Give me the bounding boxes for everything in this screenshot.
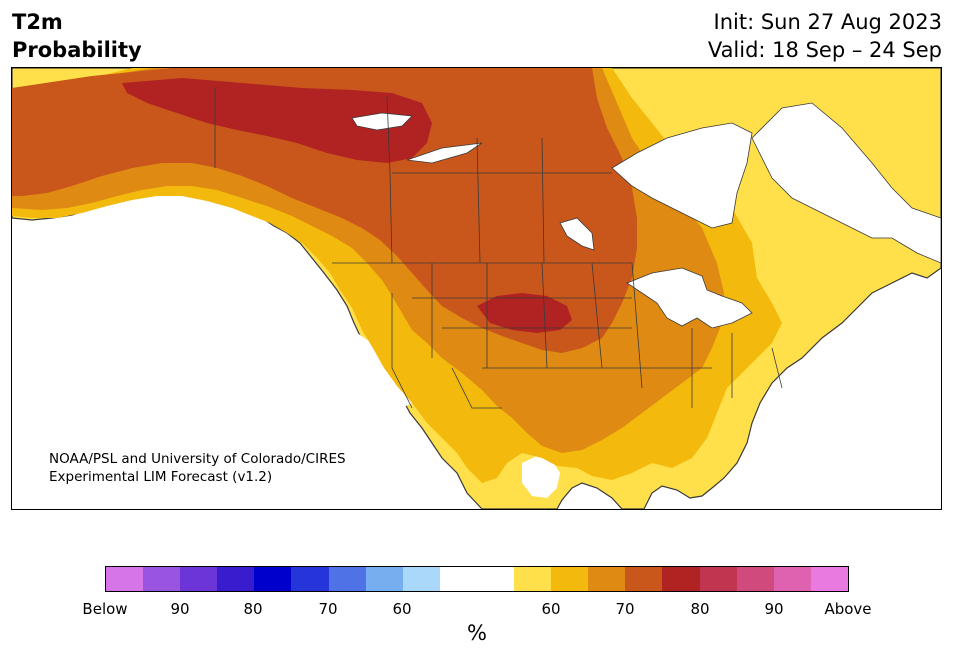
credit-text: NOAA/PSL and University of Colorado/CIRE… xyxy=(49,450,346,486)
great-lakes xyxy=(626,267,753,329)
colorbar-cell-15 xyxy=(662,567,700,591)
colorbar-tick-above-90: 90 xyxy=(764,600,784,618)
valid-date: Valid: 18 Sep – 24 Sep xyxy=(707,38,942,62)
north-atlantic xyxy=(751,102,941,264)
colorbar-units: % xyxy=(467,621,487,645)
colorbar-cell-11 xyxy=(514,567,552,591)
title-block: T2m Probability xyxy=(12,8,142,64)
hudson-bay xyxy=(611,122,753,229)
colorbar-tick-below: Below xyxy=(82,600,128,618)
colorbar-tick-above-80: 80 xyxy=(690,600,710,618)
colorbar-cell-18 xyxy=(773,567,811,591)
colorbar-cell-6 xyxy=(328,567,366,591)
colorbar-cell-9 xyxy=(439,567,477,591)
credit-line-2: Experimental LIM Forecast (v1.2) xyxy=(49,469,273,485)
zone-75-80-central xyxy=(477,293,572,333)
title-product: Probability xyxy=(12,38,142,62)
lake-athabasca xyxy=(406,142,483,164)
zone-75-80-north xyxy=(122,78,432,163)
colorbar-cell-5 xyxy=(291,567,329,591)
colorbar-cell-4 xyxy=(254,567,292,591)
colorbar-cell-3 xyxy=(217,567,255,591)
neutral-mexico xyxy=(522,456,560,498)
colorbar-tick-below-90: 90 xyxy=(170,600,190,618)
title-variable: T2m xyxy=(12,10,63,34)
colorbar-tick-below-80: 80 xyxy=(243,600,263,618)
colorbar-tick-above-60: 60 xyxy=(541,600,561,618)
colorbar-cell-8 xyxy=(402,567,440,591)
colorbar-cell-14 xyxy=(625,567,663,591)
colorbar-cell-16 xyxy=(699,567,737,591)
colorbar-tick-below-60: 60 xyxy=(392,600,412,618)
colorbar-tick-above-70: 70 xyxy=(615,600,635,618)
colorbar-tick-below-70: 70 xyxy=(318,600,338,618)
colorbar-tick-above: Above xyxy=(824,600,872,618)
colorbar-cell-7 xyxy=(365,567,403,591)
neutral-southwest xyxy=(354,333,412,408)
political-borders xyxy=(214,88,783,409)
colorbar-cell-2 xyxy=(180,567,218,591)
colorbar-cell-19 xyxy=(810,567,848,591)
colorbar-cell-13 xyxy=(588,567,626,591)
colorbar-cell-17 xyxy=(736,567,774,591)
forecast-map xyxy=(11,67,942,510)
colorbar-cell-12 xyxy=(551,567,589,591)
colorbar-cell-1 xyxy=(143,567,181,591)
lakes-west xyxy=(351,112,413,131)
date-block: Init: Sun 27 Aug 2023 Valid: 18 Sep – 24… xyxy=(708,8,942,64)
zone-70-75 xyxy=(12,68,637,353)
lake-winnipeg xyxy=(559,217,595,251)
colorbar-cell-0 xyxy=(106,567,144,591)
init-date: Init: Sun 27 Aug 2023 xyxy=(713,10,942,34)
map-canvas xyxy=(12,68,941,509)
credit-line-1: NOAA/PSL and University of Colorado/CIRE… xyxy=(49,451,346,467)
colorbar-cell-10 xyxy=(476,567,515,591)
probability-colorbar xyxy=(105,566,849,592)
